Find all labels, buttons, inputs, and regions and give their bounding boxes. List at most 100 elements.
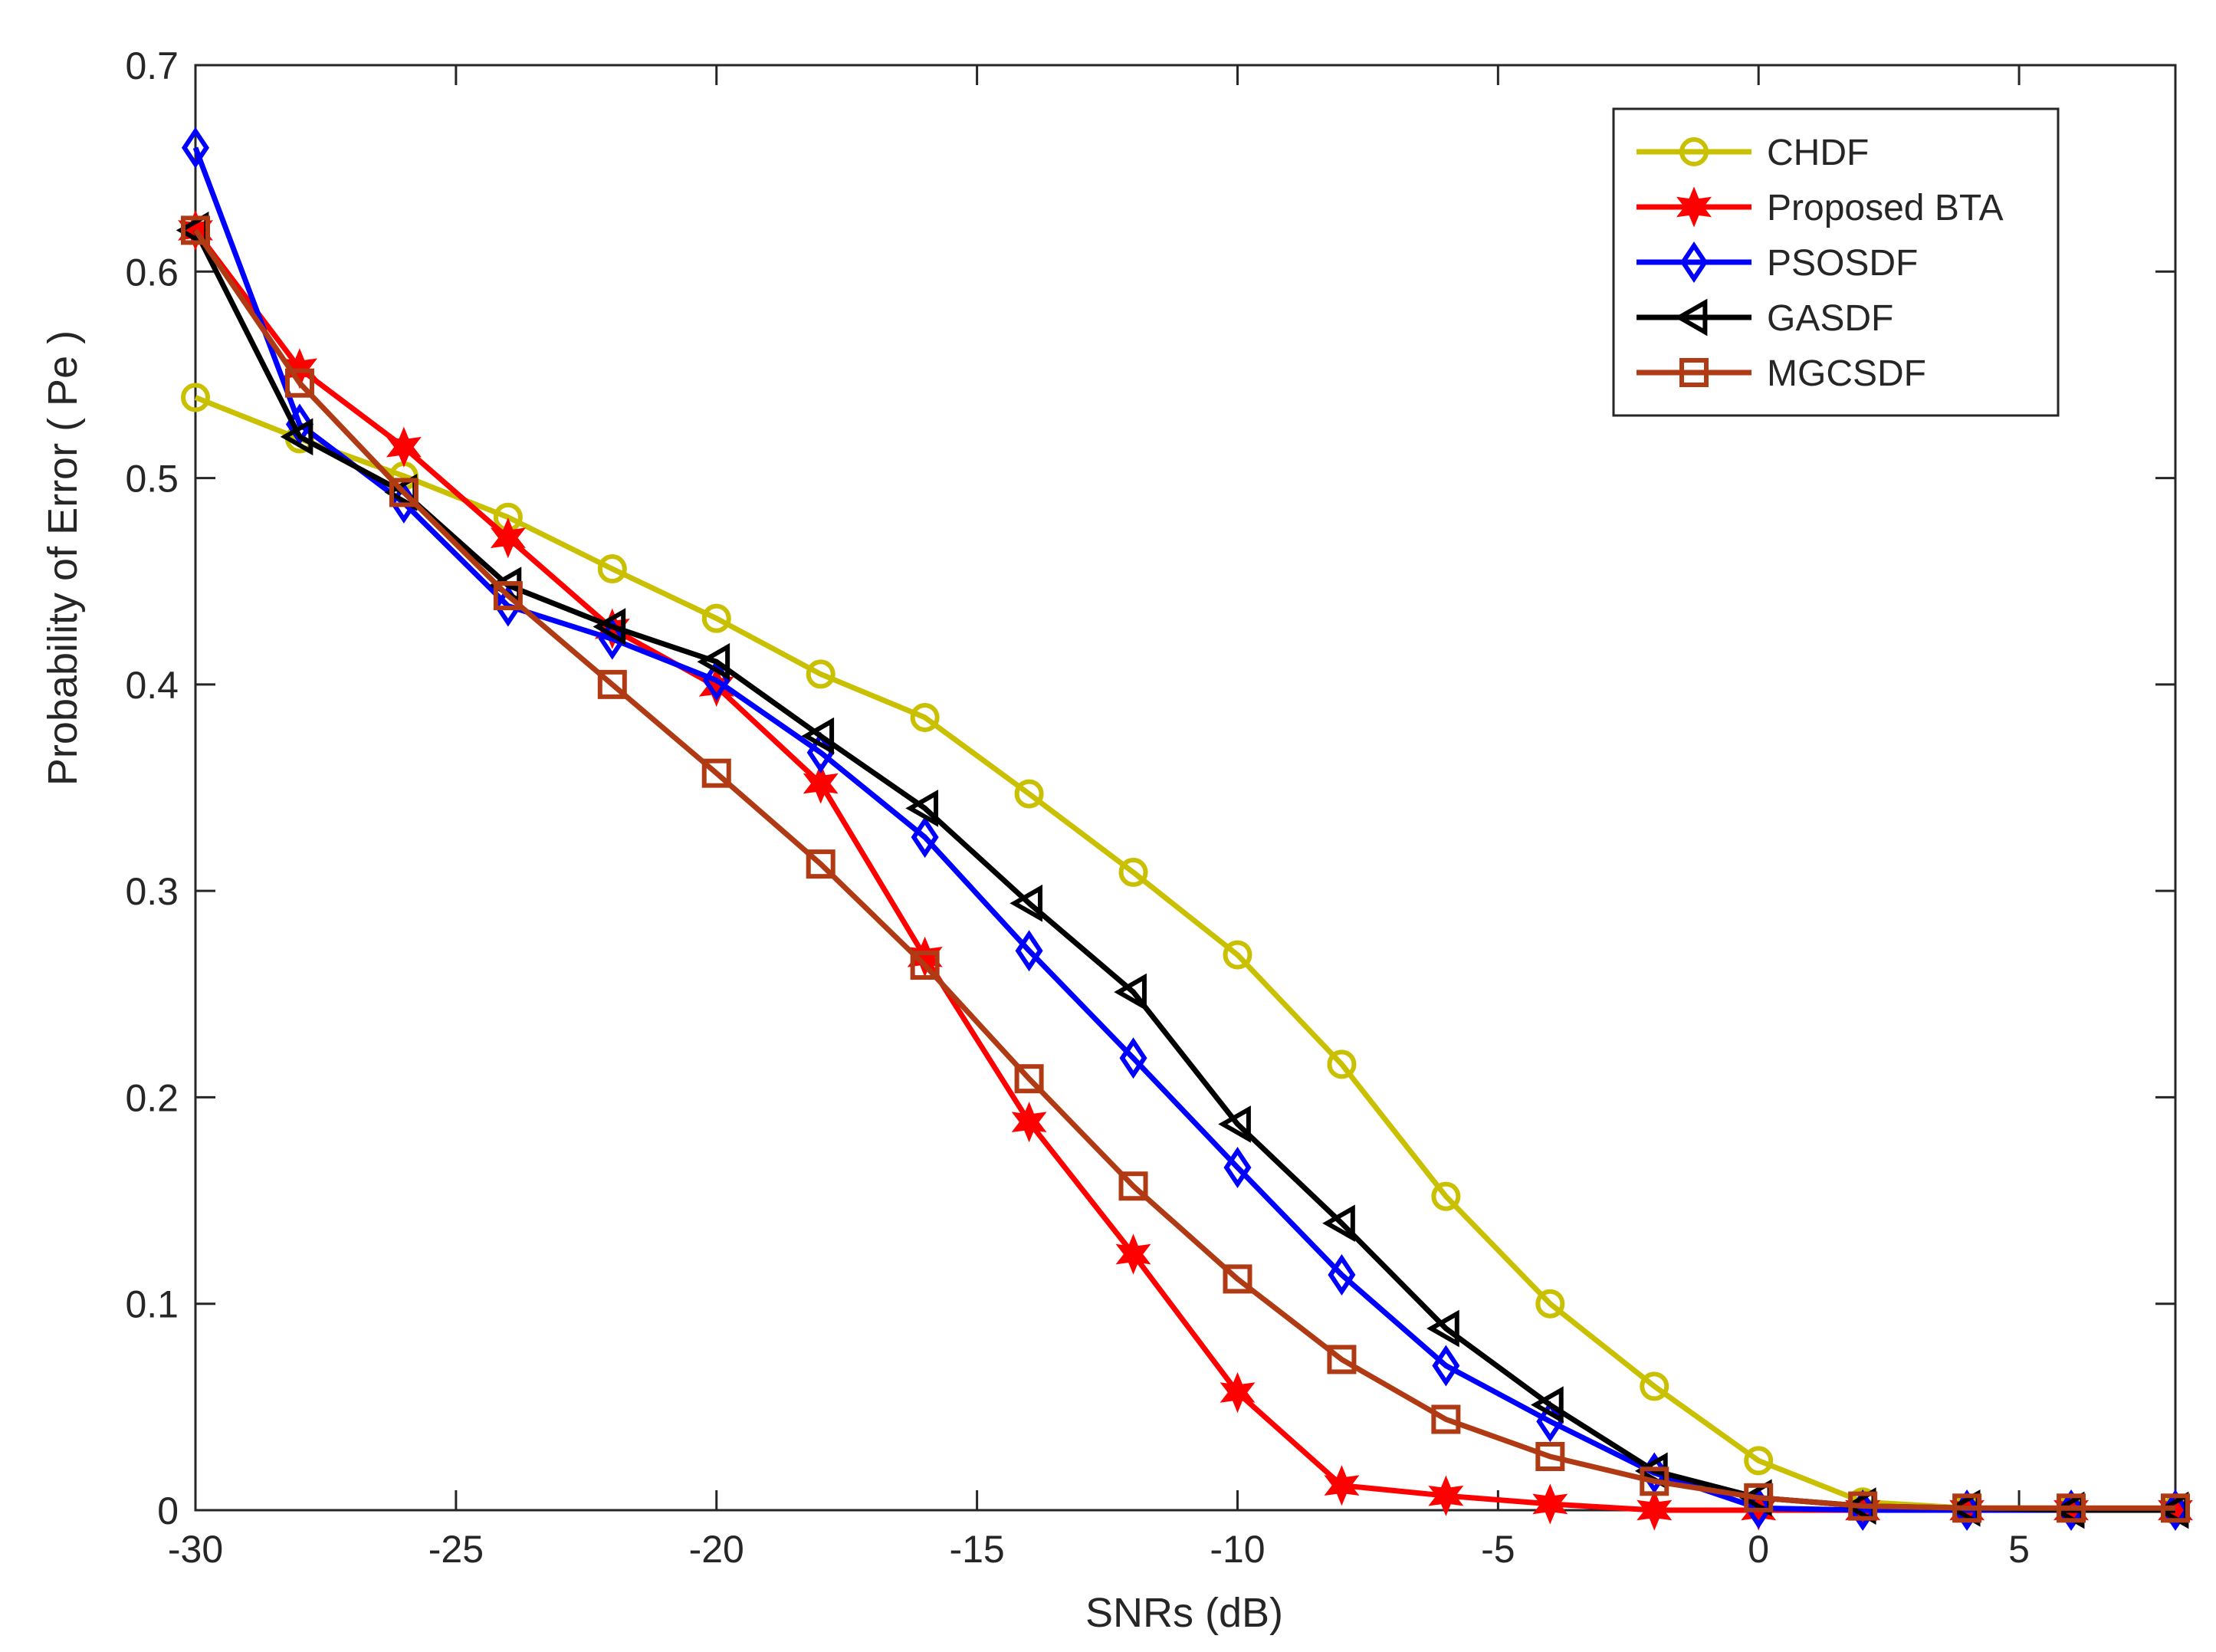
data-point-psosdf <box>1432 1345 1460 1387</box>
legend: CHDF Proposed BTA PSOSDF GASDF MGCSDF <box>1612 107 2060 417</box>
legend-label: GASDF <box>1767 298 1893 339</box>
data-point-chdf <box>910 702 940 732</box>
data-point-psosdf <box>1119 1037 1147 1079</box>
data-point-chdf <box>1118 857 1148 887</box>
legend-item-psosdf: PSOSDF <box>1637 241 1918 284</box>
data-point-psosdf <box>911 816 939 859</box>
data-point-psosdf <box>598 618 626 660</box>
y-tick-label: 0.6 <box>125 251 179 294</box>
series-layer <box>176 126 2193 1532</box>
data-point-proposed-bta <box>1428 1475 1464 1516</box>
x-axis: -30 -25 -20 -15 -10 -5 0 5 <box>168 65 2030 1571</box>
data-point-mgcsdf <box>284 368 314 398</box>
legend-marker <box>1679 241 1709 284</box>
y-tick-label: 0 <box>157 1489 179 1532</box>
legend-label: MGCSDF <box>1767 353 1926 394</box>
data-point-chdf <box>597 554 627 584</box>
y-axis-label: Probability of Error ( Pe ) <box>40 330 86 786</box>
data-point-proposed-bta <box>803 763 839 804</box>
data-point-mgcsdf <box>1327 1345 1357 1374</box>
data-point-chdf <box>1640 1371 1669 1401</box>
data-point-mgcsdf <box>1744 1483 1774 1512</box>
data-point-proposed-bta <box>490 517 526 559</box>
x-tick-label: -25 <box>428 1528 484 1571</box>
x-tick-label: -10 <box>1210 1528 1265 1571</box>
data-point-chdf <box>806 659 836 689</box>
data-point-chdf <box>1535 1289 1565 1319</box>
data-point-proposed-bta <box>1324 1465 1360 1506</box>
series-line-mgcsdf <box>193 228 2175 1511</box>
data-point-chdf <box>1223 940 1252 970</box>
data-point-mgcsdf <box>1535 1441 1565 1471</box>
data-point-proposed-bta <box>1220 1371 1256 1414</box>
data-point-mgcsdf <box>1640 1466 1669 1496</box>
x-tick-label: -5 <box>1481 1528 1515 1571</box>
data-point-gasdf <box>1218 1105 1251 1143</box>
data-point-gasdf <box>801 717 835 755</box>
x-tick-label: -30 <box>168 1528 223 1571</box>
y-axis: 0 0.1 0.2 0.3 0.4 0.5 0.6 0.7 <box>125 44 2175 1532</box>
data-point-gasdf <box>1322 1204 1355 1243</box>
legend-label: PSOSDF <box>1767 243 1918 284</box>
data-point-mgcsdf <box>806 849 836 879</box>
legend-marker <box>1679 137 1709 166</box>
x-axis-label: SNRs (dB) <box>1085 1590 1283 1636</box>
data-point-psosdf <box>181 126 210 169</box>
data-point-mgcsdf <box>389 478 419 507</box>
data-point-psosdf <box>1015 930 1043 972</box>
data-point-gasdf <box>1426 1309 1459 1348</box>
data-point-gasdf <box>280 418 314 456</box>
data-point-mgcsdf <box>597 669 627 699</box>
data-point-chdf <box>1327 1049 1357 1079</box>
x-tick-label: 0 <box>1748 1528 1769 1571</box>
y-tick-label: 0.7 <box>125 44 179 87</box>
series-mgcsdf <box>181 215 2190 1523</box>
y-tick-label: 0.1 <box>125 1283 179 1326</box>
x-tick-label: -15 <box>949 1528 1004 1571</box>
legend-label: CHDF <box>1767 133 1869 173</box>
data-point-chdf <box>701 603 731 633</box>
x-tick-label: -20 <box>689 1528 744 1571</box>
y-tick-label: 0.2 <box>125 1076 179 1119</box>
data-point-proposed-bta <box>1637 1489 1673 1531</box>
y-tick-label: 0.5 <box>125 458 179 501</box>
data-point-psosdf <box>1223 1146 1252 1188</box>
y-tick-label: 0.4 <box>125 664 179 707</box>
data-point-gasdf <box>1114 973 1147 1011</box>
data-point-mgcsdf <box>1118 1171 1148 1201</box>
data-point-proposed-bta <box>1532 1483 1568 1525</box>
data-point-psosdf <box>1328 1254 1356 1296</box>
data-point-chdf <box>1014 779 1044 809</box>
data-point-gasdf <box>1531 1386 1564 1424</box>
data-point-mgcsdf <box>2161 1493 2190 1523</box>
data-point-chdf <box>1744 1446 1774 1476</box>
legend-marker <box>1676 186 1712 228</box>
data-point-proposed-bta <box>386 426 422 468</box>
data-point-mgcsdf <box>2057 1493 2086 1523</box>
data-point-chdf <box>1431 1181 1461 1211</box>
legend-marker <box>1674 298 1708 337</box>
data-point-gasdf <box>1010 884 1042 922</box>
data-point-mgcsdf <box>1848 1491 1878 1521</box>
data-point-mgcsdf <box>910 951 940 980</box>
data-point-mgcsdf <box>1431 1404 1461 1434</box>
data-point-gasdf <box>697 642 730 681</box>
data-point-gasdf <box>905 790 939 827</box>
data-point-gasdf <box>593 608 626 645</box>
data-point-mgcsdf <box>1952 1493 1982 1523</box>
legend-item-chdf: CHDF <box>1637 133 1869 173</box>
data-point-mgcsdf <box>701 758 731 788</box>
y-tick-label: 0.3 <box>125 870 179 913</box>
data-point-mgcsdf <box>181 215 210 245</box>
legend-marker <box>1679 358 1709 387</box>
data-point-proposed-bta <box>1115 1233 1151 1275</box>
legend-item-mgcsdf: MGCSDF <box>1637 353 1926 394</box>
legend-item-gasdf: GASDF <box>1637 298 1893 339</box>
legend-label: Proposed BTA <box>1767 188 2004 228</box>
data-point-chdf <box>181 383 210 412</box>
legend-item-proposed-bta: Proposed BTA <box>1637 186 2004 228</box>
series-line-chdf <box>194 395 2176 1513</box>
data-point-proposed-bta <box>1011 1102 1047 1143</box>
data-point-mgcsdf <box>1014 1064 1044 1094</box>
